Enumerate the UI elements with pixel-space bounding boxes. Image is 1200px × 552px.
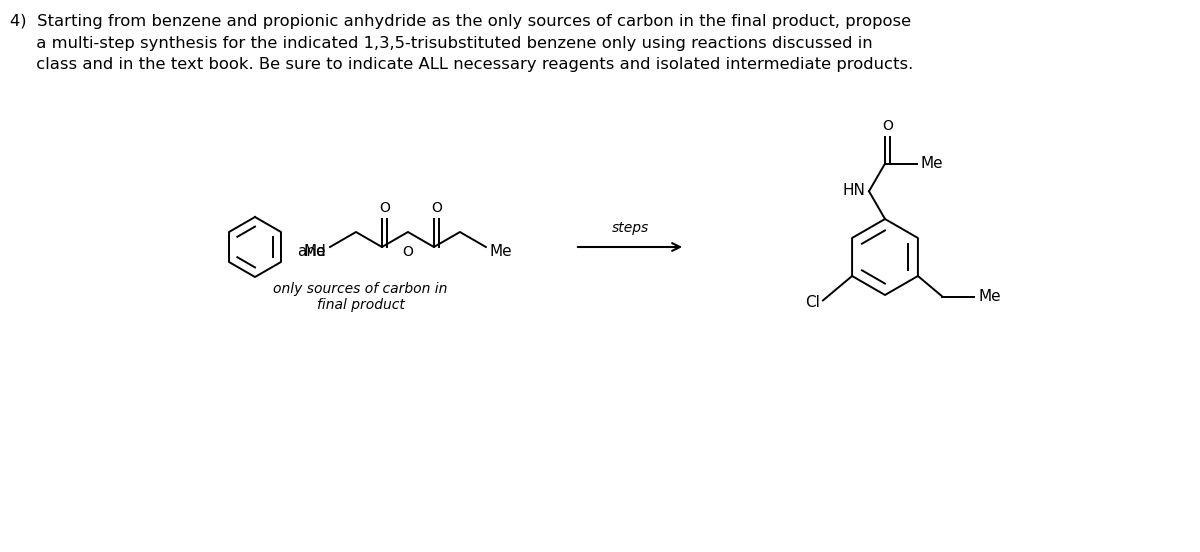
- Text: O: O: [402, 245, 413, 259]
- Text: Cl: Cl: [805, 295, 820, 310]
- Text: O: O: [379, 201, 390, 215]
- Text: Me: Me: [490, 243, 512, 258]
- Text: Me: Me: [304, 243, 326, 258]
- Text: steps: steps: [611, 221, 649, 235]
- Text: HN: HN: [842, 183, 865, 198]
- Text: Me: Me: [978, 289, 1001, 304]
- Text: and: and: [298, 243, 325, 258]
- Text: 4)  Starting from benzene and propionic anhydride as the only sources of carbon : 4) Starting from benzene and propionic a…: [10, 14, 913, 72]
- Text: O: O: [882, 119, 893, 132]
- Text: only sources of carbon in
final product: only sources of carbon in final product: [274, 282, 448, 312]
- Text: Me: Me: [922, 156, 943, 171]
- Text: O: O: [431, 201, 442, 215]
